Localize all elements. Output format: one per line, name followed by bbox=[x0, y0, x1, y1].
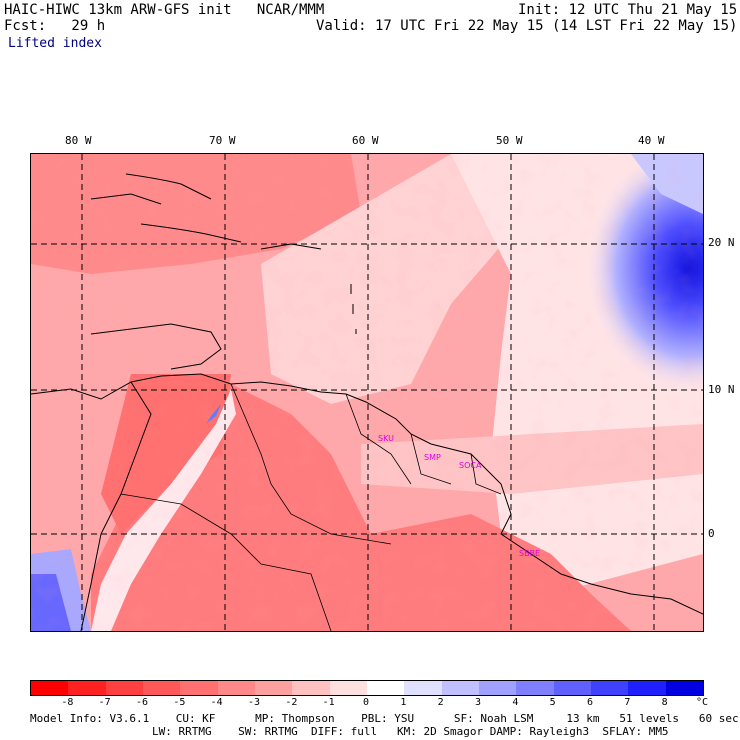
color-scale-swatch bbox=[31, 681, 69, 695]
map-field bbox=[31, 154, 703, 631]
color-scale-tick-label: -6 bbox=[136, 697, 149, 708]
lat-label-eq: 0 bbox=[708, 527, 715, 540]
color-scale-swatch bbox=[366, 681, 405, 695]
color-scale-swatch bbox=[590, 681, 629, 695]
color-scale-tick-label: -5 bbox=[173, 697, 186, 708]
color-scale-unit: °C bbox=[696, 697, 709, 708]
color-scale-swatch bbox=[68, 681, 106, 695]
color-scale-tick-label: 4 bbox=[512, 697, 519, 708]
color-scale-tick-label: 8 bbox=[661, 697, 668, 708]
station-label-soca: SOCA bbox=[459, 461, 482, 470]
color-scale-swatch bbox=[553, 681, 591, 695]
color-scale-tick-label: 5 bbox=[549, 697, 556, 708]
color-scale-swatch bbox=[441, 681, 479, 695]
lat-label-10n: 10 N bbox=[708, 383, 735, 396]
color-scale-swatch bbox=[254, 681, 293, 695]
model-info-line1: Model Info: V3.6.1 CU: KF MP: Thompson P… bbox=[30, 712, 739, 725]
color-scale-tick-label: 2 bbox=[437, 697, 444, 708]
lifted-index-map: SKU SMP SOCA SBBE bbox=[30, 153, 704, 632]
color-scale-swatch bbox=[292, 681, 330, 695]
border-colombia-venezuela bbox=[230, 383, 392, 545]
color-scale-tick-label: -7 bbox=[98, 697, 111, 708]
color-scale-swatch bbox=[105, 681, 143, 695]
color-scale-swatch bbox=[142, 681, 181, 695]
central-america-coast bbox=[90, 323, 222, 370]
color-scale-swatch bbox=[665, 681, 703, 695]
color-scale-tick-label: 3 bbox=[475, 697, 482, 708]
lon-label-50w: 50 W bbox=[496, 134, 523, 147]
color-scale-swatch bbox=[478, 681, 517, 695]
color-scale-swatch bbox=[329, 681, 367, 695]
color-scale-swatch bbox=[217, 681, 255, 695]
color-scale-tick-label: 7 bbox=[624, 697, 631, 708]
color-scale-tick-label: -2 bbox=[285, 697, 298, 708]
lon-label-80w: 80 W bbox=[65, 134, 92, 147]
color-scale-swatch bbox=[180, 681, 218, 695]
south-america-north-coast bbox=[31, 373, 703, 615]
lon-label-70w: 70 W bbox=[209, 134, 236, 147]
forecast-hour: Fcst: 29 h bbox=[4, 18, 106, 34]
color-scale-tick-label: 0 bbox=[363, 697, 370, 708]
field-texture bbox=[31, 154, 703, 631]
model-title: HAIC-HIWC 13km ARW-GFS init NCAR/MMM bbox=[4, 2, 325, 18]
station-label-sku: SKU bbox=[378, 434, 394, 443]
greater-antilles-coast bbox=[90, 173, 242, 243]
border-guianas bbox=[345, 393, 502, 495]
lat-label-20n: 20 N bbox=[708, 236, 735, 249]
lon-label-60w: 60 W bbox=[352, 134, 379, 147]
station-label-smp: SMP bbox=[424, 453, 441, 462]
country-borders bbox=[120, 383, 502, 631]
field-name: Lifted index bbox=[8, 36, 102, 51]
lon-label-40w: 40 W bbox=[638, 134, 665, 147]
color-scale-tick-label: 6 bbox=[587, 697, 594, 708]
border-peru-brazil bbox=[120, 493, 332, 631]
model-info-line2: LW: RRTMG SW: RRTMG DIFF: full KM: 2D Sm… bbox=[152, 725, 669, 738]
color-scale-swatch bbox=[516, 681, 554, 695]
color-scale-tick-label: -4 bbox=[210, 697, 223, 708]
init-time: Init: 12 UTC Thu 21 May 15 bbox=[518, 2, 738, 18]
color-scale-tick-label: -1 bbox=[322, 697, 335, 708]
color-scale-bar bbox=[30, 680, 704, 696]
color-scale-tick-label: 1 bbox=[400, 697, 407, 708]
graticule bbox=[31, 154, 703, 631]
color-scale-swatch bbox=[404, 681, 442, 695]
color-scale-tick-label: -8 bbox=[61, 697, 74, 708]
valid-time: Valid: 17 UTC Fri 22 May 15 (14 LST Fri … bbox=[316, 18, 738, 34]
color-scale-tick-label: -3 bbox=[248, 697, 261, 708]
color-scale-swatch bbox=[628, 681, 666, 695]
station-label-sbbe: SBBE bbox=[519, 549, 541, 558]
